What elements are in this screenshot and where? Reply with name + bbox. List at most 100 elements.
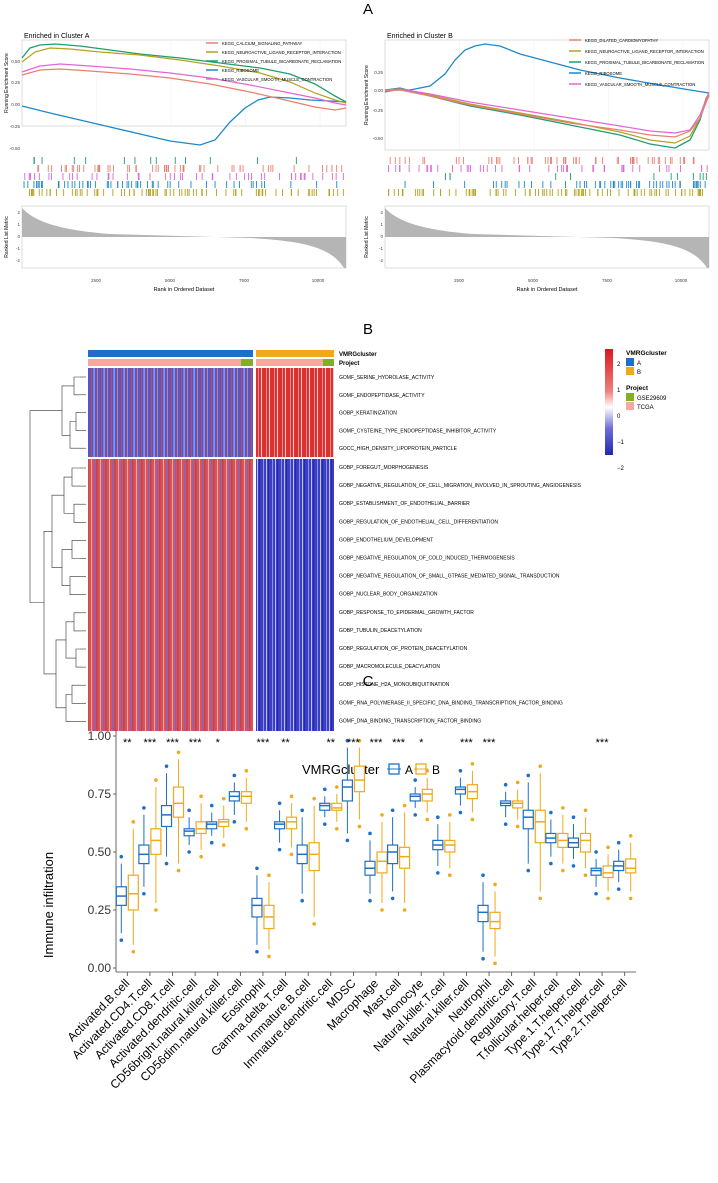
hit-tick <box>620 181 622 188</box>
hit-tick <box>206 181 207 188</box>
outlier <box>583 808 588 813</box>
hit-tick <box>201 173 203 180</box>
hit-tick <box>564 157 566 164</box>
hit-tick <box>99 165 101 172</box>
hit-tick <box>621 165 623 172</box>
hit-tick <box>692 157 694 164</box>
hit-tick <box>575 157 577 164</box>
hit-tick <box>705 173 707 180</box>
box-body <box>127 874 139 911</box>
box-body <box>160 804 173 828</box>
significance-label: *** <box>596 737 610 749</box>
heatmap-block-a-top <box>88 368 253 457</box>
significance-label: *** <box>189 737 203 749</box>
hit-tick <box>506 181 508 188</box>
hit-tick <box>121 189 122 196</box>
hit-tick <box>530 157 532 164</box>
project-gse-bar-b <box>323 359 334 366</box>
hit-tick <box>303 173 305 180</box>
outlier <box>289 794 294 799</box>
hit-tick <box>440 189 441 196</box>
hit-tick <box>76 189 78 196</box>
gsea-a-legend-item: KEGG_VASCULAR_SMOOTH_MUSCLE_CONTRACTION <box>222 77 332 82</box>
heatmap-scale-ticks: 2 1 0 −1 −2 <box>617 362 625 472</box>
hit-tick <box>557 165 558 172</box>
legend-cluster-b-label: B <box>637 370 641 376</box>
outlier <box>277 847 282 852</box>
hit-tick <box>604 165 605 172</box>
hit-tick <box>518 181 520 188</box>
hit-tick <box>107 173 109 180</box>
hit-tick <box>595 157 597 164</box>
hit-tick <box>706 165 708 172</box>
heatmap-row-label: GOCC_HIGH_DENSITY_LIPOPROTEIN_PARTICLE <box>339 446 458 452</box>
hit-tick <box>342 189 344 196</box>
hit-tick <box>96 173 98 180</box>
gsea-b-xtick: 7500 <box>602 278 613 283</box>
hit-tick <box>326 165 328 172</box>
hit-tick <box>563 157 564 164</box>
cluster-a-annotation-bar <box>88 350 253 357</box>
heatmap-row-label: GOBP_NEGATIVE_REGULATION_OF_SMALL_GTPASE… <box>339 574 560 580</box>
hit-tick <box>681 189 682 196</box>
hit-tick <box>49 189 51 196</box>
hit-tick <box>626 181 628 188</box>
hit-tick <box>426 165 428 172</box>
hit-tick <box>141 189 143 196</box>
hit-tick <box>493 181 494 188</box>
legend-key-b-box <box>415 763 427 775</box>
hit-tick <box>566 165 567 172</box>
hit-tick <box>201 189 203 196</box>
hit-tick <box>529 165 531 172</box>
box-body <box>387 844 399 865</box>
box-body <box>590 867 602 876</box>
hit-tick <box>698 189 700 196</box>
outlier <box>345 738 350 743</box>
hit-tick <box>671 157 673 164</box>
hit-tick <box>30 189 32 196</box>
outlier <box>628 833 633 838</box>
legend-project-gse-swatch <box>626 393 634 401</box>
box-B <box>557 806 569 873</box>
box-B <box>353 738 365 829</box>
hit-tick <box>618 181 620 188</box>
hit-tick <box>548 165 550 172</box>
hit-tick <box>38 165 40 172</box>
heatmap-row-label: GOBP_ESTABLISHMENT_OF_ENDOTHELIAL_BARRIE… <box>339 501 470 507</box>
hit-tick <box>73 157 75 164</box>
hit-tick <box>38 181 40 188</box>
gsea-a-ytick: 0.25 <box>11 80 20 85</box>
hit-tick <box>551 157 552 164</box>
hit-tick <box>182 173 183 180</box>
box-body <box>240 791 252 804</box>
hit-tick <box>404 157 406 164</box>
hit-tick <box>233 165 235 172</box>
hit-tick <box>399 157 401 164</box>
hit-tick <box>640 189 642 196</box>
hit-tick <box>675 189 676 196</box>
project-tcga-bar-b <box>256 359 323 366</box>
outlier <box>571 815 576 819</box>
hit-tick <box>414 189 416 196</box>
box-A <box>183 808 195 854</box>
hit-tick <box>699 173 701 180</box>
hit-tick <box>695 181 697 188</box>
hit-tick <box>184 189 186 196</box>
hit-tick <box>423 189 424 196</box>
outlier <box>628 896 633 901</box>
hit-tick <box>497 157 499 164</box>
outlier <box>458 810 463 815</box>
hit-tick <box>157 189 158 196</box>
gsea-a-legend-item: KEGG_CALCIUM_SIGNALING_PATHWAY <box>222 41 303 46</box>
heatmap-row-label: GOBP_RESPONSE_TO_EPIDERMAL_GROWTH_FACTOR <box>339 610 474 616</box>
gsea-b-ytick: -0.50 <box>373 136 384 141</box>
hit-tick <box>470 165 471 172</box>
hit-tick <box>610 181 612 188</box>
hit-tick <box>421 189 423 196</box>
hit-tick <box>519 165 521 172</box>
outlier <box>594 850 598 854</box>
outlier <box>413 813 418 817</box>
hit-tick <box>77 165 79 172</box>
outlier <box>436 815 440 819</box>
gsea-b-ylabel-bottom: Ranked List Metric <box>364 216 370 258</box>
